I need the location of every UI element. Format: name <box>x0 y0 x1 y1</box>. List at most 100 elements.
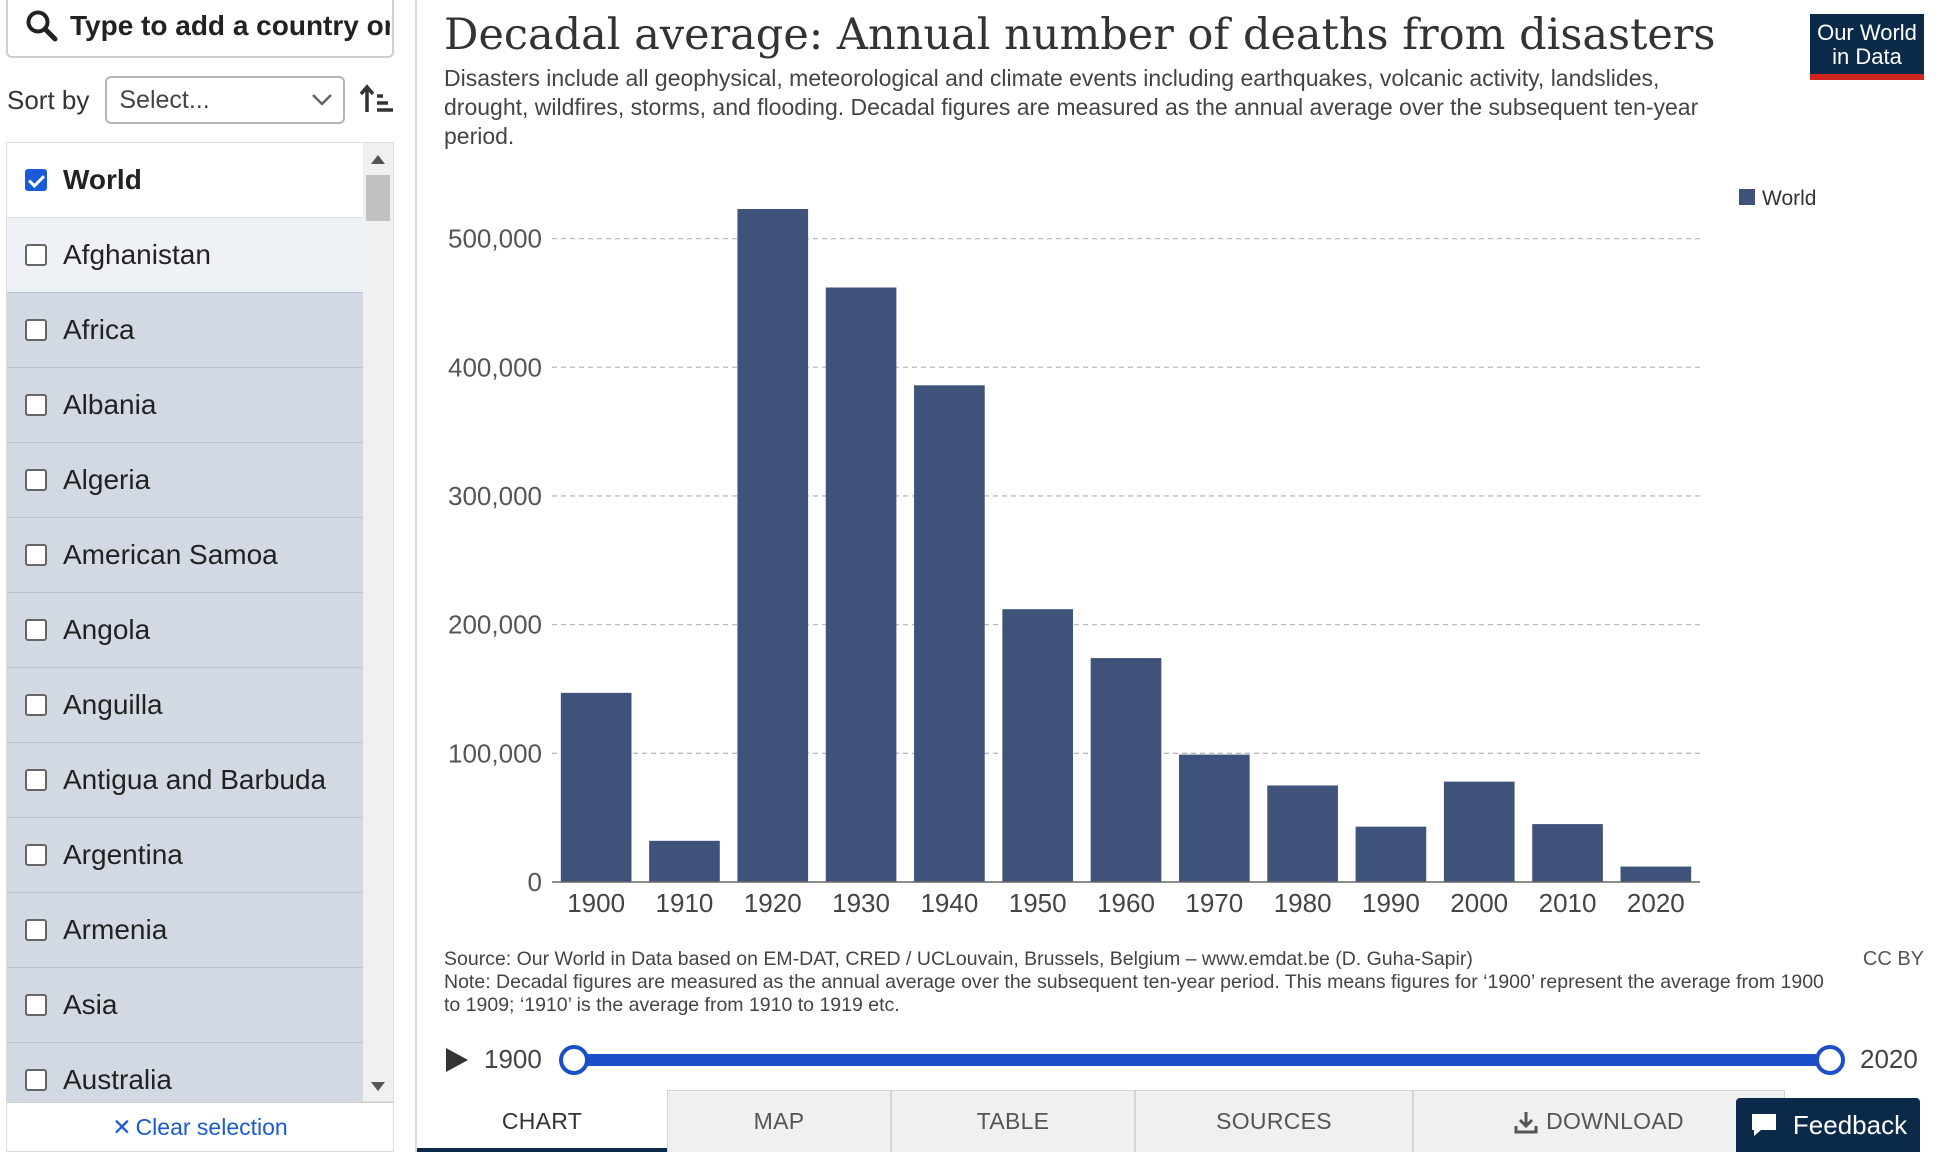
list-item-label: Argentina <box>63 839 183 870</box>
sort-row: Sort by Select... <box>7 76 395 124</box>
x-tick-label: 1930 <box>832 888 890 918</box>
list-scrollbar[interactable] <box>363 143 393 1101</box>
chart-title: Decadal average: Annual number of deaths… <box>444 10 1716 60</box>
list-item[interactable]: Algeria <box>7 443 363 518</box>
checkbox[interactable] <box>25 394 47 416</box>
list-item-label: Algeria <box>63 464 151 495</box>
timeline-start-label: 1900 <box>484 1044 542 1074</box>
y-tick-label: 200,000 <box>448 610 542 640</box>
checkbox[interactable] <box>25 169 47 191</box>
download-icon <box>1514 1111 1538 1133</box>
checkbox[interactable] <box>25 844 47 866</box>
tab-map[interactable]: MAP <box>667 1090 891 1152</box>
chat-bubble-icon <box>1751 1114 1776 1136</box>
list-item[interactable]: Antigua and Barbuda <box>7 743 363 818</box>
sort-label: Sort by <box>7 84 90 115</box>
list-item[interactable]: Anguilla <box>7 668 363 743</box>
bar <box>825 287 897 882</box>
list-item[interactable]: Armenia <box>7 893 363 968</box>
x-tick-label: 1900 <box>567 888 625 918</box>
x-tick-label: 2000 <box>1450 888 1508 918</box>
timeline-start-handle[interactable] <box>559 1045 589 1075</box>
bar-chart: 0 100,000 200,000 300,000 400,000 500,000 1900… <box>448 187 1816 918</box>
x-tick-label: 1990 <box>1362 888 1420 918</box>
list-item[interactable]: Africa <box>7 293 363 368</box>
search-input[interactable] <box>70 10 390 42</box>
list-item[interactable]: Argentina <box>7 818 363 893</box>
feedback-button[interactable]: Feedback <box>1736 1098 1920 1152</box>
bar <box>649 840 720 882</box>
list-item[interactable]: Albania <box>7 368 363 443</box>
feedback-label: Feedback <box>1792 1109 1908 1140</box>
chart-source: Source: Our World in Data based on EM-DA… <box>444 948 1824 1017</box>
checkbox[interactable] <box>25 544 47 566</box>
checkbox[interactable] <box>25 619 47 641</box>
search-box[interactable] <box>6 0 394 58</box>
list-item-label: American Samoa <box>63 539 278 570</box>
checkbox[interactable] <box>25 469 47 491</box>
scroll-down-arrow-icon[interactable] <box>371 1082 385 1091</box>
entity-list-container: World Afghanistan Africa Albania Algeria Amer… <box>6 142 394 1102</box>
checkbox[interactable] <box>25 919 47 941</box>
bar <box>1620 866 1692 882</box>
checkbox[interactable] <box>25 244 47 266</box>
list-item[interactable]: World <box>7 143 363 218</box>
bar <box>1355 826 1427 882</box>
list-item-label: World <box>63 164 142 195</box>
owid-logo[interactable]: Our World in Data <box>1810 14 1924 80</box>
y-tick-label: 0 <box>528 867 542 897</box>
legend-label: World <box>1762 187 1816 210</box>
view-tabs: CHART MAP TABLE SOURCES DOWNLOAD <box>417 1090 1940 1152</box>
y-tick-label: 500,000 <box>448 224 542 254</box>
tab-sources[interactable]: SOURCES <box>1135 1090 1413 1152</box>
sort-order-icon[interactable] <box>359 82 395 118</box>
clear-selection-label: Clear selection <box>135 1113 288 1140</box>
sort-select[interactable]: Select... <box>105 76 346 124</box>
list-item[interactable]: Asia <box>7 968 363 1043</box>
timeline-end-handle[interactable] <box>1815 1045 1845 1075</box>
list-item-label: Afghanistan <box>63 239 211 270</box>
tab-sources-label: SOURCES <box>1216 1108 1332 1134</box>
x-tick-label: 1980 <box>1274 888 1332 918</box>
close-icon: ✕ <box>112 1113 132 1140</box>
y-tick-label: 400,000 <box>448 352 542 382</box>
tab-chart[interactable]: CHART <box>417 1090 667 1152</box>
checkbox[interactable] <box>25 694 47 716</box>
y-tick-label: 300,000 <box>448 481 542 511</box>
list-item-label: Africa <box>63 314 135 345</box>
scroll-up-arrow-icon[interactable] <box>371 155 385 164</box>
list-item-label: Antigua and Barbuda <box>63 764 327 795</box>
play-icon[interactable] <box>444 1046 470 1074</box>
tab-download[interactable]: DOWNLOAD <box>1413 1090 1785 1152</box>
chart-subtitle: Disasters include all geophysical, meteo… <box>444 65 1699 149</box>
chevron-down-icon <box>312 94 333 106</box>
tab-table-label: TABLE <box>976 1108 1050 1134</box>
timeline-track[interactable] <box>574 1054 1830 1066</box>
bar <box>1532 824 1603 882</box>
entity-list: World Afghanistan Africa Albania Algeria Amer… <box>7 143 363 1101</box>
list-item[interactable]: American Samoa <box>7 518 363 593</box>
list-item[interactable]: Afghanistan <box>7 218 363 293</box>
tab-chart-label: CHART <box>501 1107 583 1134</box>
x-tick-label: 2010 <box>1539 888 1597 918</box>
checkbox[interactable] <box>25 319 47 341</box>
checkbox[interactable] <box>25 769 47 791</box>
tab-download-label: DOWNLOAD <box>1546 1108 1684 1134</box>
list-item-label: Armenia <box>63 914 168 945</box>
checkbox[interactable] <box>25 994 47 1016</box>
checkbox[interactable] <box>25 1069 47 1091</box>
y-tick-label: 100,000 <box>448 738 542 768</box>
source-text: Source: Our World in Data based on EM-DA… <box>444 948 1473 970</box>
bar <box>737 209 809 882</box>
scroll-thumb[interactable] <box>366 175 390 221</box>
license-link[interactable]: CC BY <box>1862 948 1924 970</box>
list-item[interactable]: Angola <box>7 593 363 668</box>
timeline-end-label: 2020 <box>1860 1044 1918 1074</box>
logo-line-2: in Data <box>1832 44 1902 69</box>
bar <box>1090 658 1162 882</box>
list-item[interactable]: Australia <box>7 1043 363 1101</box>
clear-selection-button[interactable]: ✕ Clear selection <box>6 1102 394 1152</box>
bar <box>1443 781 1515 882</box>
tab-table[interactable]: TABLE <box>891 1090 1135 1152</box>
legend-swatch <box>1739 189 1755 205</box>
